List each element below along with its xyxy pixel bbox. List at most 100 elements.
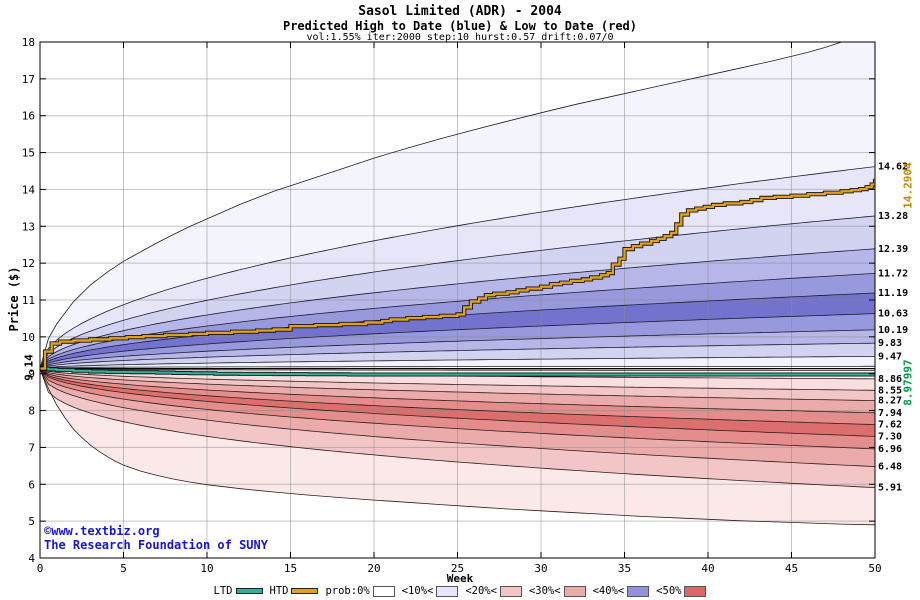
- band-boundary-line: [40, 368, 875, 437]
- price-level-label: 13.28: [878, 211, 908, 222]
- x-tick-label: 25: [451, 562, 464, 575]
- legend-label: LTD: [213, 585, 233, 597]
- price-level-label: 8.55: [878, 385, 902, 396]
- probability-band: [40, 368, 875, 488]
- price-level-label: 7.94: [878, 408, 902, 419]
- legend-item-30: <30%<: [529, 585, 586, 597]
- x-tick-label: 30: [534, 562, 547, 575]
- band-boundary-line: [40, 248, 875, 369]
- probability-band: [40, 273, 875, 369]
- legend-item-20: <20%<: [465, 585, 522, 597]
- probability-band: [40, 166, 875, 369]
- htd-line: [40, 178, 875, 370]
- probability-band: [40, 368, 875, 449]
- legend-label: <50%: [656, 585, 682, 597]
- y-tick-label: 15: [22, 147, 35, 160]
- price-level-label: 12.39: [878, 244, 908, 255]
- legend-swatch-box: [563, 585, 586, 597]
- y-tick-label: 18: [22, 36, 35, 49]
- band-boundary-line: [40, 313, 875, 369]
- legend-swatch-box: [372, 585, 395, 597]
- watermark-org: The Research Foundation of SUNY: [44, 538, 268, 552]
- legend-label: <30%<: [528, 585, 561, 597]
- x-tick-label: 5: [120, 562, 127, 575]
- x-tick-label: 35: [618, 562, 631, 575]
- legend-label: <40%<: [592, 585, 625, 597]
- y-tick-label: 11: [22, 294, 35, 307]
- band-boundary-line: [40, 166, 875, 369]
- price-level-label: 10.19: [878, 325, 908, 336]
- probability-band: [40, 368, 875, 413]
- price-level-label: 11.72: [878, 268, 908, 279]
- chart-params: vol:1.55% iter:2000 step:10 hurst:0.57 d…: [306, 32, 614, 43]
- probability-band: [40, 368, 875, 437]
- probability-band: [40, 368, 875, 467]
- band-boundary-line: [40, 368, 875, 526]
- legend-label: HTD: [269, 585, 289, 597]
- band-boundary-line: [40, 365, 875, 369]
- legend-item-40: <40%<: [593, 585, 650, 597]
- y-tick-label: 17: [22, 73, 35, 86]
- x-tick-label: 45: [785, 562, 798, 575]
- price-level-label: 7.30: [878, 431, 902, 442]
- ltd-line: [40, 367, 875, 376]
- x-axis-title: Week: [446, 572, 474, 585]
- legend-item-prob0: prob:0%: [325, 585, 395, 597]
- layer-frame: [39, 41, 876, 559]
- y-tick-label: 13: [22, 220, 35, 233]
- legend-swatch-box: [684, 585, 707, 597]
- x-tick-label: 15: [284, 562, 297, 575]
- price-level-label: 7.62: [878, 420, 902, 431]
- probability-band: [40, 293, 875, 369]
- legend-label: <10%<: [401, 585, 434, 597]
- layer-labels: 14.62 13.28 12.39 11.72 11.19 10.63 10.19 9.83 9…: [22, 36, 908, 575]
- x-tick-label: 10: [200, 562, 213, 575]
- band-boundary-line: [40, 329, 875, 369]
- legend-item-ltd: LTD: [214, 585, 263, 597]
- probability-band: [40, 368, 875, 525]
- ltd-final-label: 8.97997: [901, 359, 915, 406]
- band-boundary-line: [40, 368, 875, 425]
- y-tick-label: 5: [28, 515, 35, 528]
- htd-final-label: 14.2904: [901, 162, 915, 209]
- legend-swatch-box: [499, 585, 522, 597]
- band-boundary-line: [40, 42, 843, 369]
- legend-label: prob:0%: [325, 585, 370, 597]
- x-tick-label: 40: [701, 562, 714, 575]
- band-boundary-line: [40, 342, 875, 369]
- y-tick-label: 16: [22, 110, 35, 123]
- y-axis-title: Price ($): [7, 266, 21, 332]
- watermark-url: ©www.textbiz.org: [44, 524, 160, 538]
- legend-label: <20%<: [465, 585, 497, 597]
- chart-title: Sasol Limited (ADR) - 2004: [358, 4, 562, 19]
- band-boundary-line: [40, 273, 875, 369]
- probability-band: [40, 248, 875, 369]
- price-level-label: 9.47: [878, 351, 902, 362]
- y-tick-label: 14: [22, 183, 36, 196]
- x-tick-label: 0: [37, 562, 44, 575]
- y-tick-label: 8: [28, 405, 35, 418]
- legend-swatch-line: [291, 588, 319, 594]
- price-level-label: 10.63: [878, 309, 908, 320]
- price-level-label: 6.48: [878, 462, 902, 473]
- y-tick-label: 9: [28, 368, 35, 381]
- legend-item-htd: HTD: [270, 585, 319, 597]
- probability-band: [40, 216, 875, 369]
- band-boundary-line: [40, 368, 875, 488]
- band-boundary-line: [40, 368, 875, 371]
- band-boundary-line: [40, 368, 875, 391]
- legend: LTD HTD prob:0% <10%< <20%< <30%< <40%< <50%: [0, 585, 920, 597]
- price-level-label: 6.96: [878, 444, 902, 455]
- price-level-label: 8.86: [878, 374, 902, 385]
- start-price-label: 9.14: [22, 354, 36, 381]
- price-level-label: 14.62: [878, 162, 908, 173]
- legend-swatch-box: [436, 585, 459, 597]
- band-boundary-line: [40, 368, 875, 467]
- x-tick-label: 50: [868, 562, 881, 575]
- legend-swatch-box: [627, 585, 650, 597]
- price-level-label: 11.19: [878, 288, 908, 299]
- legend-item-10: <10%<: [402, 585, 459, 597]
- band-boundary-line: [40, 356, 875, 369]
